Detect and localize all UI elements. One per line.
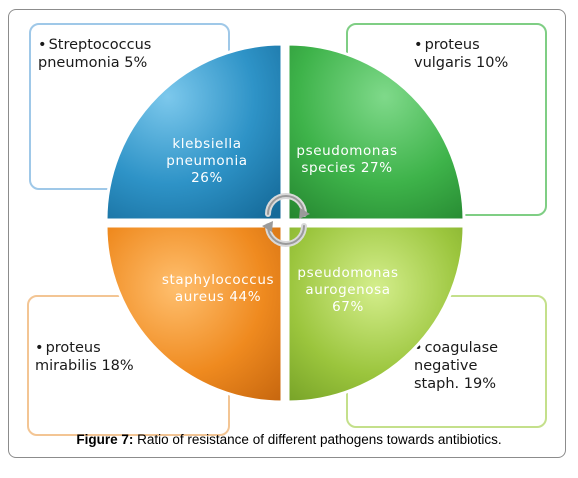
quadrant-bottom-right-label: pseudomonas aurogenosa 67% (297, 265, 399, 315)
box-top-right-label: proteus vulgaris 10% (414, 36, 534, 72)
box-top-left-label: Streptococcus pneumonia 5% (38, 36, 188, 72)
figure-caption: Figure 7: Ratio of resistance of differe… (0, 432, 578, 447)
box-bottom-left-label: proteus mirabilis 18% (35, 339, 160, 375)
cycle-arrows-icon (262, 193, 310, 247)
quadrant-top-right-label: pseudomonas species 27% (296, 143, 398, 176)
caption-label: Figure 7: (76, 432, 134, 447)
box-top-right-text: proteus vulgaris 10% (414, 36, 534, 72)
box-bottom-left-text: proteus mirabilis 18% (35, 339, 160, 375)
quadrant-bottom-left-label: staphylococcus aureus 44% (161, 272, 275, 305)
box-bottom-right-label: coagulase negative staph. 19% (414, 339, 519, 393)
quadrant-top-left-label: klebsiella pneumonia 26% (166, 136, 248, 186)
quadrant-top-left (104, 42, 284, 222)
box-top-left-text: Streptococcus pneumonia 5% (38, 36, 188, 72)
quadrant-bottom-left (104, 224, 284, 404)
caption-text: Ratio of resistance of different pathoge… (133, 432, 502, 447)
box-bottom-right-text: coagulase negative staph. 19% (414, 339, 519, 393)
figure-frame (8, 9, 566, 458)
quadrant-bottom-right (286, 224, 466, 404)
quadrant-top-right (286, 42, 466, 222)
